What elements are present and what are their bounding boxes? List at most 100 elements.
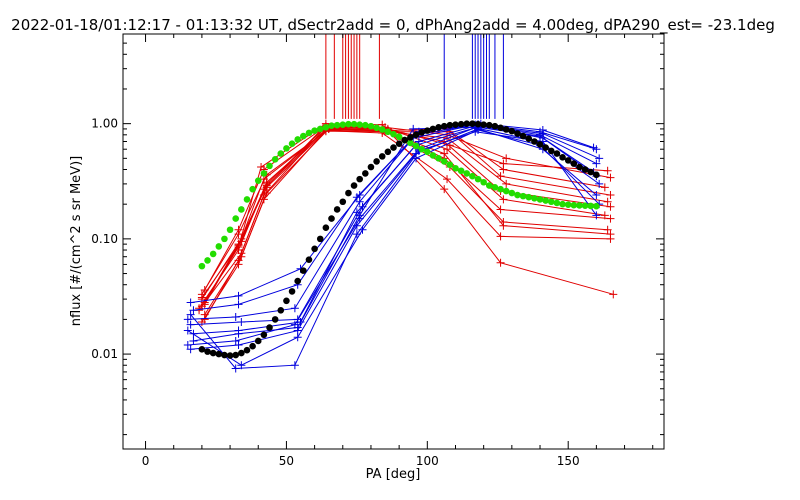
black-fit-point bbox=[260, 331, 268, 339]
black-fit-point bbox=[457, 120, 465, 128]
blue-series-point bbox=[234, 291, 243, 300]
black-fit-point bbox=[198, 346, 206, 353]
green-fit-point bbox=[316, 125, 324, 133]
black-fit-point bbox=[587, 168, 595, 176]
blue-series-point bbox=[592, 211, 601, 220]
black-fit-point bbox=[497, 124, 504, 132]
black-fit-point bbox=[452, 121, 459, 128]
black-fit-point bbox=[288, 288, 296, 295]
black-fit-point bbox=[486, 121, 493, 129]
blue-series-point bbox=[231, 364, 240, 373]
series-group bbox=[183, 119, 618, 373]
black-fit-point bbox=[283, 297, 290, 305]
black-fit-point bbox=[243, 346, 251, 354]
green-fit-point bbox=[367, 122, 375, 130]
green-fit-point bbox=[232, 215, 240, 222]
green-fit-point bbox=[322, 123, 330, 131]
blue-series-point bbox=[592, 191, 601, 200]
x-tick-label: 150 bbox=[557, 454, 580, 468]
blue-series-point bbox=[189, 306, 198, 315]
green-fit-point bbox=[373, 124, 380, 132]
blue-series-line bbox=[193, 126, 597, 342]
red-series-point bbox=[606, 230, 615, 239]
black-fit-point bbox=[514, 130, 521, 137]
green-fit-point bbox=[221, 235, 228, 243]
green-fit-point bbox=[452, 164, 459, 172]
black-fit-point bbox=[322, 224, 330, 231]
green-fit-point bbox=[384, 128, 392, 136]
red-series-point bbox=[496, 172, 505, 181]
green-fit-point bbox=[469, 172, 476, 180]
black-fit-point bbox=[424, 127, 431, 134]
black-fit-point bbox=[418, 129, 425, 136]
black-fit-point bbox=[316, 235, 324, 243]
blue-series-point bbox=[231, 312, 240, 321]
black-fit-point bbox=[339, 198, 347, 206]
black-fit-point bbox=[350, 182, 358, 189]
red-series-point bbox=[606, 202, 615, 211]
black-fit-point bbox=[345, 189, 352, 197]
green-fit-point bbox=[407, 139, 414, 147]
blue-series-point bbox=[471, 127, 480, 136]
red-series-point bbox=[499, 159, 508, 168]
green-fit-point bbox=[305, 129, 313, 137]
black-fit-point bbox=[271, 316, 279, 323]
black-fit-point bbox=[373, 158, 380, 165]
blue-series-point bbox=[237, 317, 246, 326]
green-fit-point bbox=[424, 148, 431, 156]
blue-series-point bbox=[355, 197, 364, 206]
y-tick-label: 0.01 bbox=[91, 347, 118, 361]
red-series-point bbox=[496, 258, 505, 267]
red-series-point bbox=[200, 315, 209, 324]
green-fit-point bbox=[277, 150, 285, 157]
blue-series-point bbox=[290, 361, 299, 370]
red-series-point bbox=[502, 154, 511, 163]
black-fit-point bbox=[226, 352, 234, 359]
blue-series-point bbox=[355, 191, 364, 200]
black-fit-point bbox=[378, 153, 386, 160]
green-fit-point bbox=[215, 243, 223, 250]
red-series-point bbox=[603, 166, 612, 175]
red-series-point bbox=[600, 183, 609, 192]
black-fit-point bbox=[502, 126, 510, 133]
green-fit-point bbox=[564, 201, 572, 208]
x-tick-label: 50 bbox=[279, 454, 294, 468]
blue-series-point bbox=[186, 310, 195, 319]
green-fit-point bbox=[238, 206, 245, 213]
black-fit-point bbox=[204, 348, 211, 355]
blue-series-line bbox=[187, 129, 600, 366]
blue-series-point bbox=[409, 124, 418, 133]
black-fit-point bbox=[407, 134, 414, 141]
green-fit-point bbox=[576, 202, 583, 209]
green-fit-point bbox=[260, 170, 268, 177]
black-fit-point bbox=[542, 144, 549, 151]
black-fit-point bbox=[294, 277, 301, 285]
red-series-point bbox=[443, 175, 452, 184]
green-fit-point bbox=[587, 202, 595, 210]
black-fit-point bbox=[519, 132, 527, 140]
black-fit-point bbox=[525, 135, 533, 143]
green-fit-point bbox=[198, 262, 206, 270]
black-fit-point bbox=[362, 170, 369, 177]
red-series-point bbox=[440, 185, 449, 194]
green-fit-point bbox=[300, 132, 307, 140]
blue-series-point bbox=[293, 333, 302, 342]
black-fit-point bbox=[429, 125, 437, 133]
black-fit-point bbox=[570, 160, 578, 167]
green-fit-point bbox=[480, 178, 487, 186]
chart-title: 2022-01-18/01:12:17 - 01:13:32 UT, dSect… bbox=[11, 16, 775, 35]
x-tick-label: 100 bbox=[416, 454, 439, 468]
black-fit-point bbox=[238, 349, 245, 357]
green-fit-point bbox=[457, 167, 465, 175]
green-fit-point bbox=[418, 145, 425, 153]
black-fit-point bbox=[395, 140, 403, 147]
blue-series-line bbox=[190, 128, 597, 350]
red-series-point bbox=[200, 300, 209, 309]
green-fit-point bbox=[283, 145, 290, 152]
blue-series-line bbox=[187, 124, 600, 320]
x-tick-label: 0 bbox=[142, 454, 150, 468]
black-fit-point bbox=[581, 166, 589, 173]
blue-series-point bbox=[234, 300, 243, 309]
green-fit-point bbox=[570, 201, 578, 209]
